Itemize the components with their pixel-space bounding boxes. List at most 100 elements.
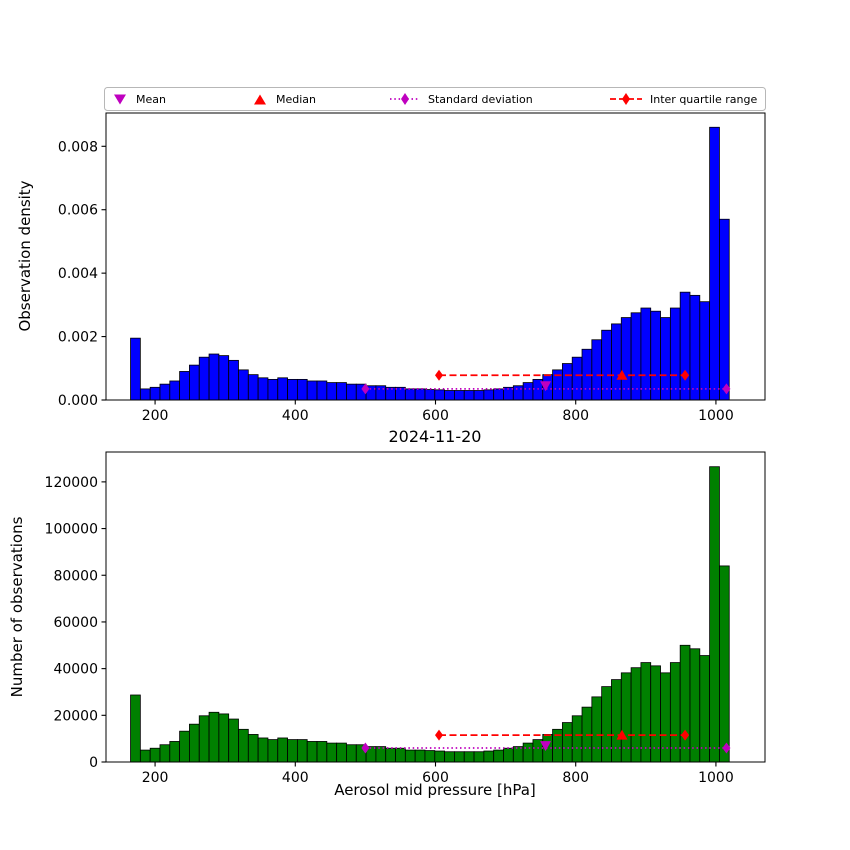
- histogram-bar: [630, 312, 642, 401]
- histogram-bar: [179, 730, 190, 763]
- diamond-icon: [622, 93, 630, 105]
- histogram-bar: [346, 383, 357, 401]
- histogram-bar: [316, 380, 328, 401]
- x-tick-label: 400: [282, 408, 309, 424]
- x-tick-label: 200: [142, 770, 169, 786]
- histogram-bar: [454, 390, 465, 401]
- histogram-bar: [601, 686, 612, 763]
- histogram-bar: [463, 390, 475, 401]
- y-tick-label: 20000: [53, 708, 98, 724]
- histogram-bar: [444, 390, 455, 401]
- histogram-bar: [434, 389, 446, 401]
- y-tick-label: 100000: [45, 522, 98, 538]
- histogram-bar: [139, 749, 151, 763]
- legend-label-median: Median: [276, 93, 316, 106]
- histogram-bar: [473, 751, 485, 763]
- histogram-bar: [620, 672, 632, 763]
- histogram-bar: [679, 291, 691, 401]
- histogram-bar: [375, 746, 387, 763]
- x-tick-label: 800: [562, 408, 589, 424]
- histogram-bar: [179, 371, 190, 401]
- histogram-bar: [650, 310, 661, 401]
- histogram-bar: [699, 655, 711, 763]
- histogram-bar: [130, 694, 141, 763]
- y-tick-label: 0.002: [58, 330, 98, 346]
- histogram-bar: [591, 696, 603, 763]
- histogram-bar: [149, 386, 161, 401]
- histogram-bar: [375, 385, 387, 401]
- y-tick-label: 0.004: [58, 266, 98, 282]
- histogram-bar: [228, 359, 239, 401]
- iqr-diamond-icon: [681, 729, 690, 741]
- histogram-bar: [296, 739, 308, 763]
- y-tick-label: 120000: [45, 475, 98, 491]
- observation-density-histogram: 200 400 600 800 1000 0.000 0.002 0.004 0.006 0.00…: [58, 112, 766, 424]
- histogram-bar: [493, 749, 504, 763]
- histogram-bar: [434, 750, 446, 763]
- histogram-bar: [679, 644, 691, 763]
- histogram-bar: [296, 378, 308, 401]
- histogram-bar: [689, 294, 701, 401]
- histogram-bar: [414, 388, 426, 401]
- x-tick-label: 600: [422, 408, 449, 424]
- histogram-bar: [267, 378, 279, 401]
- histogram-bar: [552, 728, 563, 763]
- histogram-bar: [247, 374, 259, 401]
- histogram-bar: [493, 388, 504, 401]
- legend-item-standard-deviation: Standard deviation: [390, 93, 533, 106]
- x-tick-label: 200: [142, 408, 169, 424]
- histogram-bar: [247, 734, 259, 763]
- histogram-bar: [208, 353, 220, 401]
- histogram-bar: [189, 364, 200, 401]
- histogram-bar: [139, 388, 151, 401]
- legend-label-standard-deviation: Standard deviation: [428, 93, 533, 106]
- triangle-up-icon: [254, 94, 266, 105]
- x-tick-label: 400: [282, 770, 309, 786]
- histogram-bar: [287, 378, 298, 401]
- legend-label-inter-quartile-range: Inter quartile range: [650, 93, 757, 106]
- histogram-bar: [571, 356, 583, 401]
- histogram-bar: [719, 218, 730, 401]
- histogram-bar: [709, 126, 720, 401]
- histogram-bar: [404, 749, 416, 763]
- y-tick-label: 0.008: [58, 139, 98, 155]
- histogram-bar: [130, 337, 141, 401]
- histogram-bar: [228, 718, 239, 763]
- histogram-bar: [444, 751, 455, 763]
- bottom-y-axis-label: Number of observations: [8, 516, 26, 697]
- number-of-observations-histogram: 200 400 600 800 1000 0 20000 40000 60000 80000 100…: [45, 451, 766, 786]
- histogram-bar: [512, 385, 524, 401]
- histogram-bar: [503, 747, 514, 763]
- plot-area: 200 400 600 800 1000 0.000 0.002 0.004 0.006 0.00…: [45, 112, 766, 786]
- histogram-bar: [267, 739, 279, 763]
- legend-item-mean: Mean: [114, 93, 166, 106]
- histogram-bar: [257, 737, 269, 763]
- histogram-bar: [306, 380, 318, 401]
- legend-item-inter-quartile-range: Inter quartile range: [610, 93, 757, 106]
- histogram-bar: [385, 747, 396, 763]
- histogram-bar: [620, 317, 632, 401]
- legend: Mean Median Standard deviation Inter qua…: [104, 87, 766, 111]
- histogram-bar: [336, 742, 347, 763]
- histogram-bar: [208, 711, 220, 763]
- histogram-bar: [640, 307, 652, 401]
- std-deviation-diamond-icon: [361, 383, 370, 395]
- histogram-bar: [277, 737, 288, 763]
- y-tick-label: 0.006: [58, 203, 98, 219]
- histogram-bar: [326, 382, 338, 401]
- legend-label-mean: Mean: [136, 93, 166, 106]
- histogram-bar: [561, 363, 573, 401]
- histogram-bar: [159, 744, 171, 763]
- x-tick-label: 1000: [698, 408, 734, 424]
- histogram-bar: [404, 388, 416, 401]
- histogram-bar: [660, 672, 671, 763]
- histogram-bar: [483, 750, 495, 763]
- histogram-bar: [159, 383, 171, 401]
- histogram-bar: [522, 742, 534, 763]
- histogram-bar: [473, 390, 485, 401]
- histogram-bar: [257, 377, 269, 401]
- iqr-diamond-icon: [435, 369, 444, 381]
- iqr-diamond-icon: [435, 729, 444, 741]
- histogram-bar: [346, 744, 357, 763]
